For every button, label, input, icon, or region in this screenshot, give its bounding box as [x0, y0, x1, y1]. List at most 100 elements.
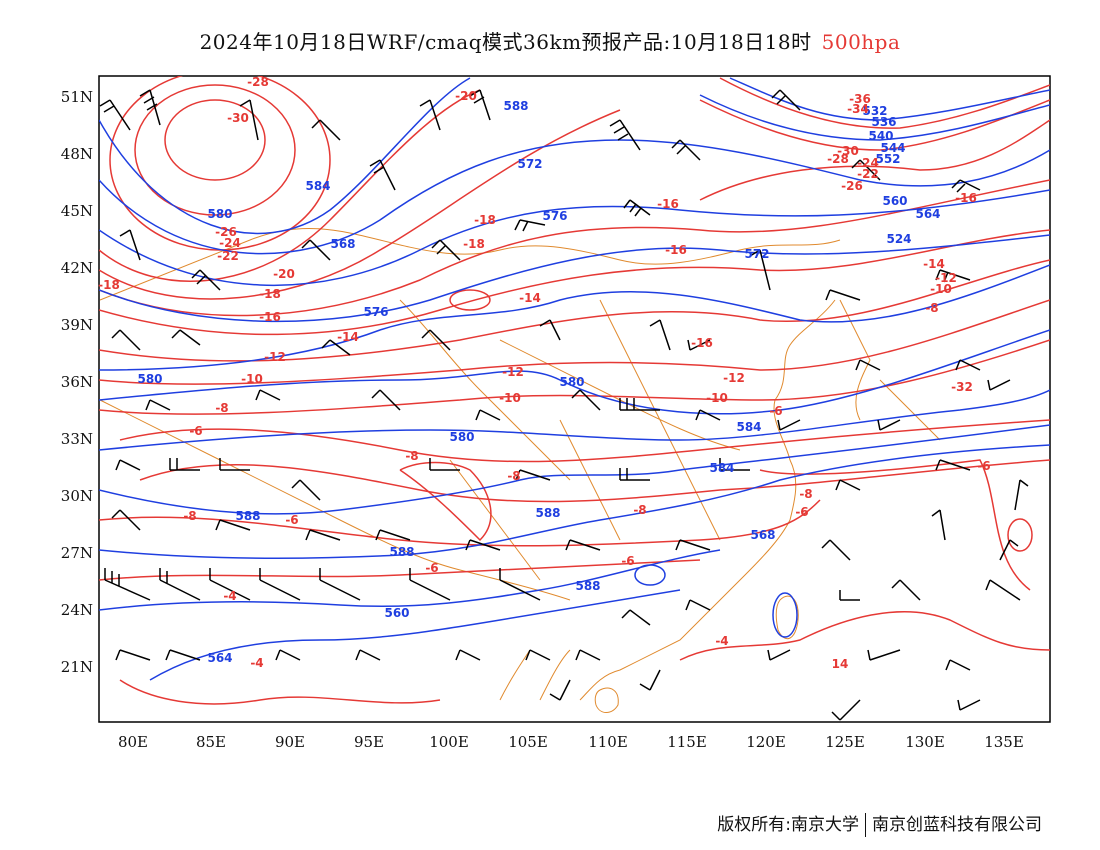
longitude-label: 85E — [196, 733, 226, 751]
height-contour-label: 572 — [744, 247, 769, 261]
northern-border — [99, 227, 841, 301]
temperature-contour-label: -20 — [273, 267, 295, 281]
temperature-contour-label: -34 — [847, 102, 869, 116]
temperature-contour-label: -36 — [849, 92, 871, 106]
longitude-axis: 80E 85E 90E 95E 100E 105E 110E 115E 120E 125E 130E… — [118, 733, 1024, 751]
height-contour-label: 588 — [575, 579, 600, 593]
temperature-contour-label: -18 — [463, 237, 485, 251]
longitude-label: 80E — [118, 733, 148, 751]
height-contour-label: 532 — [862, 104, 887, 118]
height-contour-label: 588 — [235, 509, 260, 523]
temperature-contour-label: -12 — [723, 371, 745, 385]
chart-title: 2024年10月18日WRF/cmaq模式36km预报产品:10月18日18时 5… — [0, 26, 1100, 55]
temperature-contour-label: -6 — [769, 404, 782, 418]
height-contour-label: 540 — [868, 129, 893, 143]
temperature-contour-label: -18 — [259, 287, 281, 301]
temperature-contour-label: -8 — [633, 503, 646, 517]
height-contour-label: 564 — [915, 207, 940, 221]
temperature-labels: -28-30-20-24-22-26-20-18-16-18-18-16-16-… — [98, 75, 991, 671]
height-contour-label: 584 — [709, 461, 734, 475]
southeast-asia-coast — [499, 649, 571, 701]
longitude-label: 110E — [588, 733, 628, 751]
latitude-label: 42N — [61, 259, 93, 277]
longitude-label: 125E — [825, 733, 865, 751]
height-contour-label: 588 — [503, 99, 528, 113]
boundaries-layer — [99, 227, 941, 713]
latitude-label: 24N — [61, 601, 93, 619]
latitude-label: 21N — [61, 658, 93, 676]
height-contour-label: 564 — [207, 651, 232, 665]
temperature-contour-label: -18 — [98, 278, 120, 292]
height-contour-label: 576 — [542, 209, 567, 223]
latitude-label: 36N — [61, 373, 93, 391]
temperature-contour-label: -16 — [259, 310, 281, 324]
temperature-contour-label: -24 — [219, 236, 241, 250]
temperature-contour-label: -16 — [665, 243, 687, 257]
latitude-label: 51N — [61, 88, 93, 106]
temperature-contour-label: -4 — [250, 656, 263, 670]
hainan-coast — [594, 687, 619, 713]
height-contour-label: 560 — [384, 606, 409, 620]
temperature-contour-label: -10 — [499, 391, 521, 405]
temperature-contour-label: -8 — [799, 487, 812, 501]
temperature-contour-label: -28 — [247, 75, 269, 89]
height-contour-label: 580 — [449, 430, 474, 444]
height-contour-label: 568 — [330, 237, 355, 251]
temperature-contour-label: -4 — [223, 589, 236, 603]
longitude-label: 90E — [275, 733, 305, 751]
temperature-contour-label: -6 — [285, 513, 298, 527]
height-contour-label: 580 — [137, 372, 162, 386]
height-contour-label: 576 — [363, 305, 388, 319]
height-contour-label: 588 — [389, 545, 414, 559]
temperature-contour-label: -20 — [455, 89, 477, 103]
title-main: 2024年10月18日WRF/cmaq模式36km预报产品:10月18日18时 — [199, 30, 812, 54]
footer-separator — [865, 813, 866, 837]
temperature-contour-label: -8 — [925, 301, 938, 315]
temperature-contour-label: 14 — [832, 657, 849, 671]
temperature-contour-label: -8 — [507, 469, 520, 483]
temperature-contour-label: -14 — [923, 257, 945, 271]
temperature-contour-label: -4 — [715, 634, 728, 648]
temperature-contour-label: -16 — [955, 191, 977, 205]
latitude-label: 30N — [61, 487, 93, 505]
temperature-contour-label: -30 — [227, 111, 249, 125]
temperature-contour-label: -6 — [621, 554, 634, 568]
temperature-contour-label: -8 — [215, 401, 228, 415]
temperature-contour-label: -10 — [706, 391, 728, 405]
temperature-contour-label: -32 — [951, 380, 973, 394]
temperature-contour-label: -14 — [519, 291, 541, 305]
temperature-contour-label: -16 — [691, 336, 713, 350]
temperature-contour-label: -10 — [930, 282, 952, 296]
temperature-contour-label: -12 — [935, 271, 957, 285]
temperature-contours — [99, 76, 1050, 705]
china-coastline — [579, 299, 836, 701]
temperature-contour-label: -22 — [217, 249, 239, 263]
height-contour-label: 560 — [882, 194, 907, 208]
temperature-contour-label: -28 — [827, 152, 849, 166]
temperature-contour-label: -30 — [837, 144, 859, 158]
temperature-contour-label: -6 — [189, 424, 202, 438]
height-contours — [99, 77, 1050, 681]
height-labels: 588 584 572 580 560 564 568 576 572 576 580 580 580 5… — [137, 99, 940, 665]
title-level: 500hpa — [821, 30, 901, 54]
temperature-contour-label: -6 — [425, 561, 438, 575]
temperature-contour-label: -12 — [502, 365, 524, 379]
copyright-footer: 版权所有:南京大学 南京创蓝科技有限公司 — [717, 810, 1042, 837]
temperature-contour-label: -10 — [241, 372, 263, 386]
height-contour-label: 580 — [559, 375, 584, 389]
longitude-label: 135E — [984, 733, 1024, 751]
latitude-label: 27N — [61, 544, 93, 562]
height-contour-label: 524 — [886, 232, 911, 246]
height-contour-label: 572 — [517, 157, 542, 171]
temperature-contour-label: -8 — [183, 509, 196, 523]
wind-barbs — [99, 89, 1029, 721]
longitude-label: 105E — [508, 733, 548, 751]
latitude-label: 48N — [61, 145, 93, 163]
temperature-contour-label: -6 — [795, 505, 808, 519]
height-contour-label: 544 — [880, 141, 905, 155]
longitude-label: 95E — [354, 733, 384, 751]
longitude-label: 100E — [429, 733, 469, 751]
footer-left: 版权所有:南京大学 — [717, 815, 859, 835]
latitude-label: 39N — [61, 316, 93, 334]
